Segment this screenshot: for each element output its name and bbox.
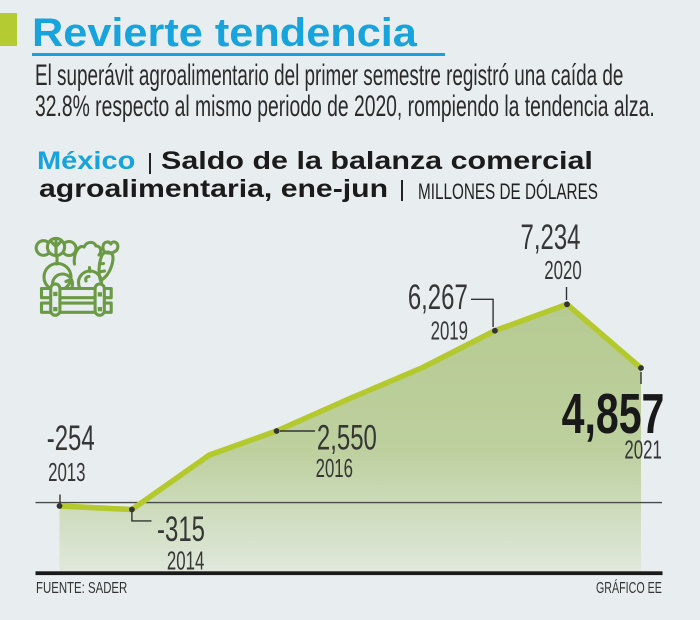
svg-text:2021: 2021 <box>624 435 661 465</box>
svg-text:2014: 2014 <box>167 546 204 576</box>
svg-text:2013: 2013 <box>48 457 85 487</box>
svg-text:2020: 2020 <box>544 255 581 285</box>
svg-text:-254: -254 <box>47 420 95 459</box>
svg-text:2,550: 2,550 <box>317 419 377 458</box>
svg-text:7,234: 7,234 <box>521 218 581 257</box>
svg-text:4,857: 4,857 <box>562 383 665 446</box>
svg-text:-315: -315 <box>157 510 205 549</box>
svg-text:2019: 2019 <box>431 316 468 346</box>
svg-text:6,267: 6,267 <box>408 278 468 317</box>
svg-text:2016: 2016 <box>316 453 353 483</box>
